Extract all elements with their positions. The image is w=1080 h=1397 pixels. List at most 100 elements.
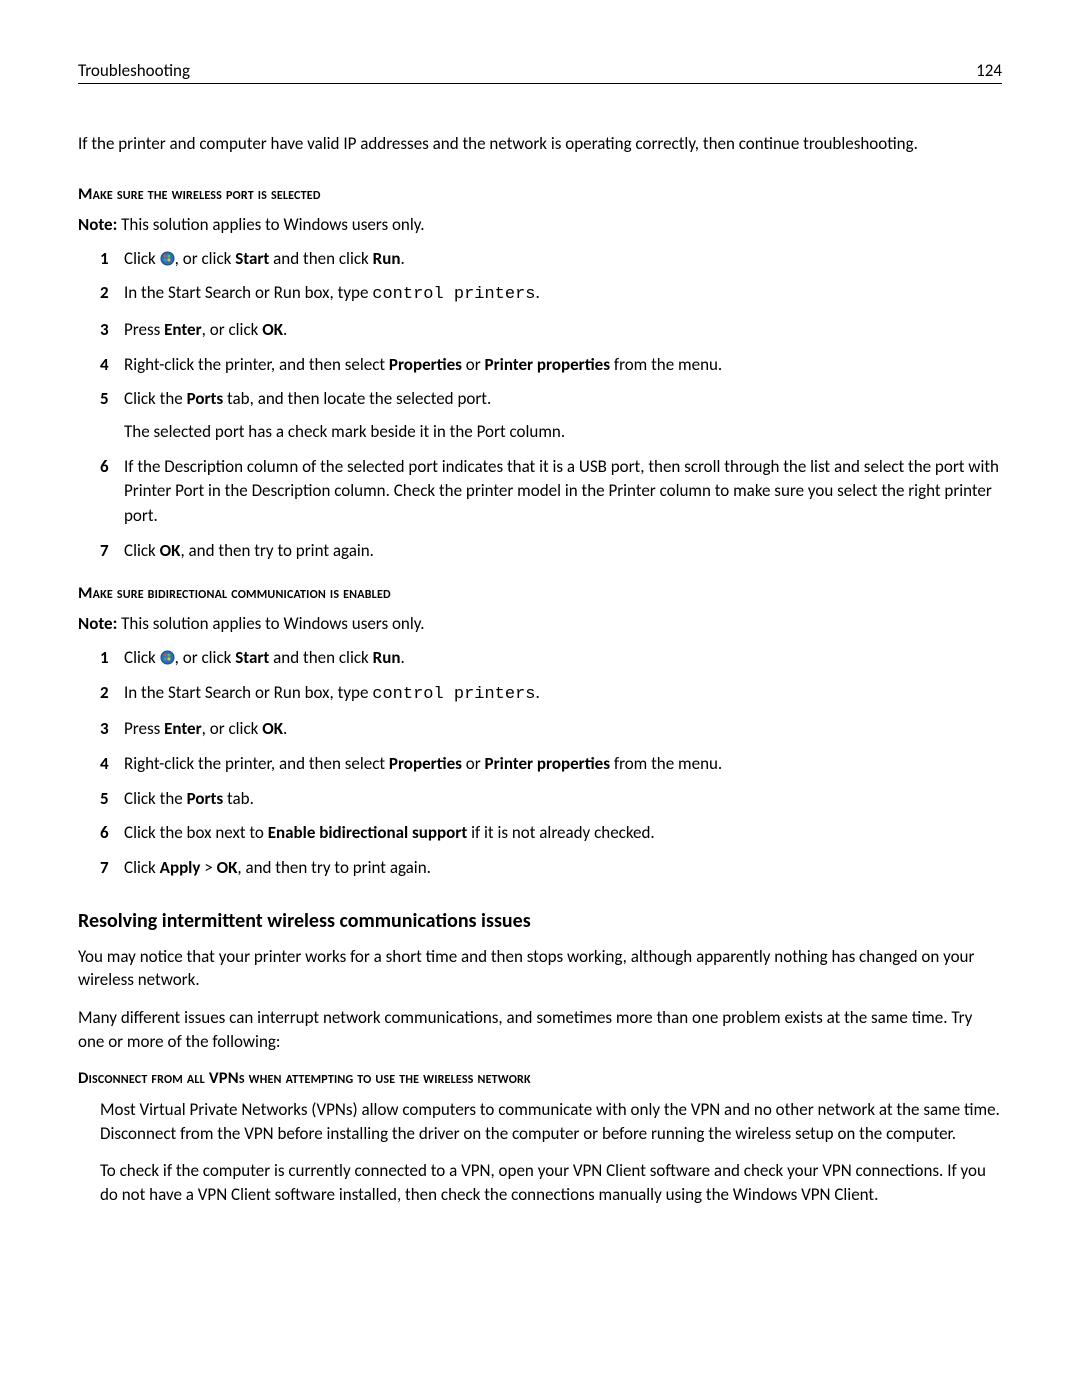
text: Click xyxy=(124,248,160,269)
note: Note: This solution applies to Windows u… xyxy=(78,214,1002,235)
note-body: This solution applies to Windows users o… xyxy=(117,214,424,235)
step-item: 4 Right-click the printer, and then sele… xyxy=(100,353,1002,378)
section-heading-intermittent: Resolving intermittent wireless communic… xyxy=(78,909,1002,933)
text: from the menu. xyxy=(610,354,722,375)
step-item: 7 Click OK, and then try to print again. xyxy=(100,539,1002,564)
step-body: Right-click the printer, and then select… xyxy=(124,353,1002,378)
steps-list-2: 1 Click , or click Start and then click … xyxy=(100,646,1002,880)
bold: Start xyxy=(235,647,269,668)
step-body: Click the Ports tab, and then locate the… xyxy=(124,387,1002,444)
text: if it is not already checked. xyxy=(467,822,655,843)
text: Click the xyxy=(124,388,187,409)
bold: Enter xyxy=(164,319,202,340)
step-body: Click the box next to Enable bidirection… xyxy=(124,821,1002,846)
step-body: Press Enter, or click OK. xyxy=(124,318,1002,343)
step-item: 3 Press Enter, or click OK. xyxy=(100,717,1002,742)
bold: Ports xyxy=(187,388,224,409)
text: and then click xyxy=(269,248,372,269)
step-number: 6 xyxy=(100,455,124,529)
step-item: 5 Click the Ports tab, and then locate t… xyxy=(100,387,1002,444)
windows-orb-icon xyxy=(160,650,175,665)
text: . xyxy=(536,682,540,703)
text: , and then try to print again. xyxy=(237,857,431,878)
bold: OK xyxy=(262,718,283,739)
bold: OK xyxy=(262,319,283,340)
bold: Enter xyxy=(164,718,202,739)
note-body: This solution applies to Windows users o… xyxy=(117,613,424,634)
note-label: Note: xyxy=(78,214,117,235)
step-body: If the Description column of the selecte… xyxy=(124,455,1002,529)
text: from the menu. xyxy=(610,753,722,774)
step-item: 7 Click Apply > OK, and then try to prin… xyxy=(100,856,1002,881)
step-number: 7 xyxy=(100,856,124,881)
text: . xyxy=(283,718,287,739)
code: control printers xyxy=(372,685,535,704)
text: and then click xyxy=(269,647,372,668)
text: > xyxy=(200,857,216,878)
text: tab, and then locate the selected port. xyxy=(223,388,491,409)
text: . xyxy=(536,282,540,303)
text: tab. xyxy=(223,788,254,809)
section-heading-vpn: Disconnect from all VPNs when attempting… xyxy=(78,1068,1002,1088)
text: . xyxy=(283,319,287,340)
step-number: 1 xyxy=(100,247,124,272)
step-body: Click , or click Start and then click Ru… xyxy=(124,247,1002,272)
text: Click the xyxy=(124,788,187,809)
step-body: Right-click the printer, and then select… xyxy=(124,752,1002,777)
paragraph: Many different issues can interrupt netw… xyxy=(78,1006,1002,1054)
section-heading-bidirectional: Make sure bidirectional communication is… xyxy=(78,583,1002,603)
step-number: 7 xyxy=(100,539,124,564)
step-number: 5 xyxy=(100,787,124,812)
text: , or click xyxy=(175,248,236,269)
step-item: 4 Right-click the printer, and then sele… xyxy=(100,752,1002,777)
step-number: 1 xyxy=(100,646,124,671)
step-body: In the Start Search or Run box, type con… xyxy=(124,681,1002,708)
note: Note: This solution applies to Windows u… xyxy=(78,613,1002,634)
step-item: 5 Click the Ports tab. xyxy=(100,787,1002,812)
section-heading-wireless-port: Make sure the wireless port is selected xyxy=(78,184,1002,204)
step-item: 3 Press Enter, or click OK. xyxy=(100,318,1002,343)
step-item: 2 In the Start Search or Run box, type c… xyxy=(100,281,1002,308)
windows-orb-icon xyxy=(160,251,175,266)
step-item: 1 Click , or click Start and then click … xyxy=(100,247,1002,272)
bold: OK xyxy=(217,857,238,878)
text: Right-click the printer, and then select xyxy=(124,753,389,774)
text: Click xyxy=(124,857,160,878)
text: . xyxy=(400,647,404,668)
text: In the Start Search or Run box, type xyxy=(124,682,372,703)
indented-block: Most Virtual Private Networks (VPNs) all… xyxy=(100,1098,1002,1207)
text: Click xyxy=(124,647,160,668)
step-body: Click OK, and then try to print again. xyxy=(124,539,1002,564)
text: Press xyxy=(124,319,164,340)
text: , and then try to print again. xyxy=(180,540,374,561)
step-body: Press Enter, or click OK. xyxy=(124,717,1002,742)
text: , or click xyxy=(202,319,263,340)
header-page-number: 124 xyxy=(976,60,1002,81)
step-item: 6 If the Description column of the selec… xyxy=(100,455,1002,529)
document-page: Troubleshooting 124 If the printer and c… xyxy=(0,0,1080,1291)
code: control printers xyxy=(372,285,535,304)
bold: Properties xyxy=(389,354,462,375)
text: Right-click the printer, and then select xyxy=(124,354,389,375)
bold: Run xyxy=(373,647,401,668)
step-subtext: The selected port has a check mark besid… xyxy=(124,420,1002,445)
step-number: 5 xyxy=(100,387,124,444)
page-header: Troubleshooting 124 xyxy=(78,60,1002,84)
text: In the Start Search or Run box, type xyxy=(124,282,372,303)
step-number: 2 xyxy=(100,281,124,308)
text: or xyxy=(462,753,485,774)
step-number: 3 xyxy=(100,717,124,742)
step-body: Click , or click Start and then click Ru… xyxy=(124,646,1002,671)
bold: Printer properties xyxy=(485,354,610,375)
step-body: In the Start Search or Run box, type con… xyxy=(124,281,1002,308)
bold: Start xyxy=(235,248,269,269)
step-number: 4 xyxy=(100,752,124,777)
text: Press xyxy=(124,718,164,739)
step-item: 1 Click , or click Start and then click … xyxy=(100,646,1002,671)
text: . xyxy=(400,248,404,269)
bold: Apply xyxy=(160,857,201,878)
paragraph: To check if the computer is currently co… xyxy=(100,1159,1002,1207)
text: or xyxy=(462,354,485,375)
step-body: Click Apply > OK, and then try to print … xyxy=(124,856,1002,881)
paragraph: Most Virtual Private Networks (VPNs) all… xyxy=(100,1098,1002,1146)
